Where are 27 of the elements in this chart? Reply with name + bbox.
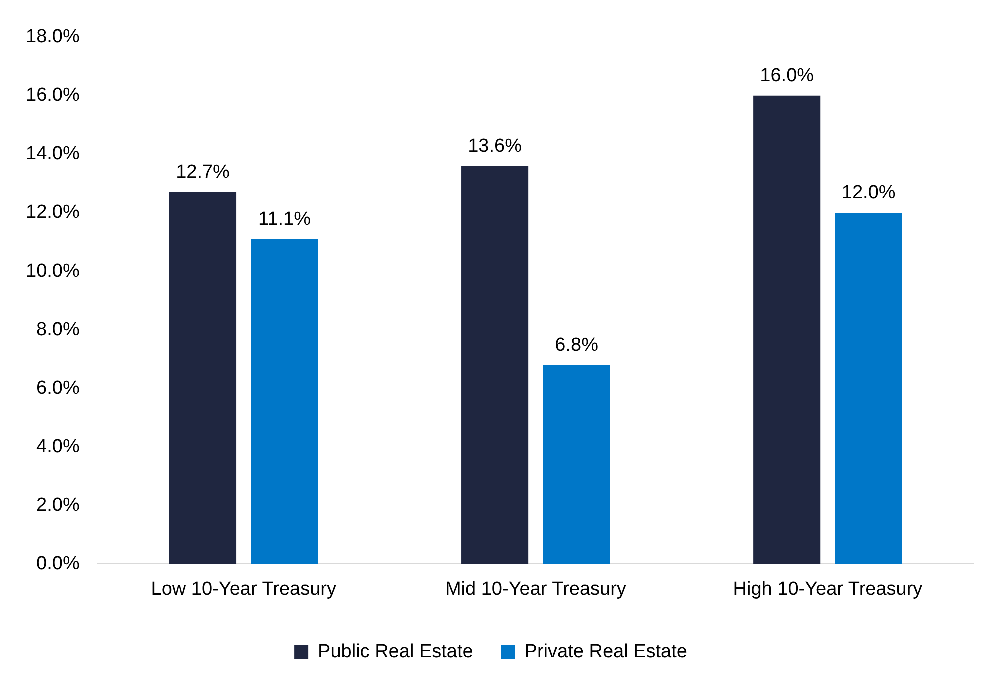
bar: [462, 166, 529, 564]
bar: [754, 96, 821, 564]
y-tick-label: 16.0%: [26, 85, 80, 106]
data-label: 11.1%: [258, 209, 312, 230]
y-tick-label: 14.0%: [26, 144, 80, 165]
data-label: 12.7%: [176, 162, 230, 184]
y-tick-label: 12.0%: [26, 202, 80, 224]
legend-label: Private Real Estate: [524, 642, 688, 663]
bar: [251, 239, 318, 564]
legend-label: Public Real Estate: [318, 642, 474, 663]
y-tick-label: 8.0%: [36, 319, 80, 340]
data-label: 12.0%: [842, 182, 896, 204]
x-tick-label: Low 10-Year Treasury: [151, 578, 337, 600]
x-tick-label: Mid 10-Year Treasury: [445, 578, 627, 600]
y-tick-label: 10.0%: [26, 260, 80, 282]
y-tick-label: 6.0%: [36, 378, 80, 399]
data-label: 16.0%: [760, 66, 814, 87]
y-tick-label: 2.0%: [36, 494, 80, 516]
y-tick-label: 0.0%: [36, 553, 80, 574]
x-tick-label: High 10-Year Treasury: [733, 578, 924, 600]
y-tick-label: 18.0%: [26, 26, 80, 48]
bar: [835, 213, 902, 564]
bar: [169, 192, 237, 564]
data-label: 13.6%: [468, 136, 522, 157]
bar: [543, 365, 610, 564]
y-tick-label: 4.0%: [36, 436, 80, 458]
data-label: 6.8%: [555, 334, 599, 356]
